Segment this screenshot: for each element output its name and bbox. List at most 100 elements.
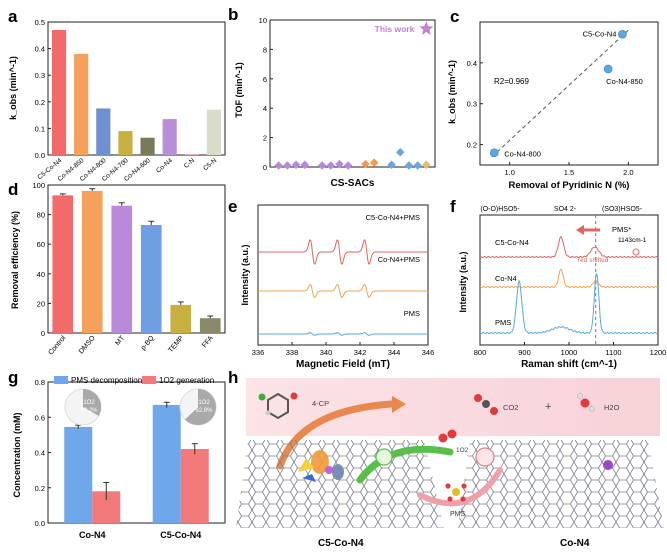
happy-face-icon — [375, 448, 393, 466]
panel-b-annotation: This work — [375, 24, 415, 34]
y-tick-label: 6 — [263, 75, 267, 84]
panel-b-point — [283, 161, 292, 170]
panel-b-point — [274, 161, 283, 170]
y-tick-label: 0.4 — [35, 45, 45, 54]
panel-h-schematic: 4-CP CO2 + H2O — [236, 378, 664, 549]
active-site-right — [603, 460, 613, 470]
y-tick-label: 0 — [263, 163, 267, 172]
panel-f-series-label: PMS — [495, 318, 511, 327]
panel-letter-h: h — [228, 368, 238, 387]
4cp-molecule — [258, 392, 298, 420]
panel-b-point — [422, 160, 431, 170]
panel-b-point — [361, 159, 370, 169]
h2o-molecule — [577, 393, 595, 412]
panel-g-x-tick-label: C5-Co-N4 — [160, 530, 201, 540]
panel-d-bar-chart: 0 20 40 60 80 100 Removal efficiency (%) Contro… — [10, 181, 226, 357]
panel-g-bar — [152, 404, 181, 523]
panel-a-bar-chart: 0.00.10.20.30.40.5k_obs (min^-1)C5-Co-N4… — [8, 18, 226, 183]
panel-d-x-tick-label: p-BQ — [140, 334, 156, 351]
panel-b-point — [317, 161, 327, 170]
panel-g-bar-chart: 0.0 0.2 0.4 0.6 0.8 Concentration (mM) PMS dec… — [12, 376, 226, 540]
panel-f-series-line — [479, 268, 659, 289]
y-tick-label: 0.4 — [467, 59, 477, 68]
y-tick-label: 80 — [37, 211, 45, 220]
panel-b-highlight-star — [419, 21, 434, 35]
panel-c-x-label: Removal of Pyridinic N (%) — [509, 180, 630, 191]
left-graphene-sheet — [236, 440, 444, 528]
y-tick-label: 20 — [37, 299, 45, 308]
y-tick-label: 60 — [37, 240, 45, 249]
panel-e-series-label: PMS — [404, 309, 420, 318]
panel-c-y-label: k_obs (min^-1) — [447, 60, 457, 124]
panel-e-series-label: Co-N4+PMS — [378, 255, 420, 264]
label-4cp: 4-CP — [312, 399, 329, 408]
x-tick-label: 340 — [320, 348, 333, 357]
x-tick-label: 800 — [474, 348, 487, 357]
panel-d-x-tick-label: Control — [47, 334, 67, 356]
co2-molecule — [474, 394, 498, 415]
panel-e-y-label: Intensity (a.u.) — [240, 244, 250, 305]
pms-arrow — [417, 467, 503, 507]
y-tick-label: 2 — [263, 134, 267, 143]
panel-d-bar — [199, 318, 221, 333]
panel-a-bar — [162, 119, 177, 155]
panel-f-x-label: Raman shift (cm^-1) — [521, 359, 617, 370]
panel-letter-a: a — [8, 7, 18, 26]
panel-f-raman-chart: 800 900 1000 1100 1200 Intensity (a.u.) Raman … — [458, 206, 666, 370]
panel-c-scatter-chart: 0.2 0.3 0.4 1.0 1.5 2.0 k_obs (min^-1) Removal … — [447, 21, 659, 191]
y-tick-label: 0.8 — [35, 378, 45, 387]
panel-d-y-label: Removal efficiency (%) — [10, 211, 20, 309]
label-plus: + — [545, 401, 551, 413]
panel-d-bar — [170, 304, 192, 333]
y-tick-label: 0.4 — [35, 449, 45, 458]
panel-g-pie-value: 62.8% — [195, 408, 213, 414]
panel-c-point-label: C5-Co-N4 — [583, 29, 617, 38]
panel-f-peak-marker — [632, 248, 640, 256]
panel-b-point — [404, 161, 414, 170]
panel-c-r2-label: R2=0.969 — [494, 77, 529, 86]
panel-c-point — [603, 64, 613, 74]
x-tick-label: 338 — [286, 348, 299, 357]
panel-f-pms-peak-label: 1143cm-1 — [618, 237, 647, 244]
panel-e-x-label: Magnetic Field (mT) — [296, 359, 390, 370]
y-tick-label: 0.3 — [467, 100, 477, 109]
panel-g-x-tick-label: Co-N4 — [79, 530, 106, 540]
panel-g-bar — [180, 448, 209, 523]
pms-molecule — [445, 483, 467, 502]
singlet-oxygen-molecule — [438, 429, 457, 443]
panel-d-bar — [52, 195, 74, 333]
panel-g-y-label: Concentration (mM) — [12, 413, 22, 498]
x-tick-label: 1200 — [650, 348, 667, 357]
panel-g-legend-swatch — [142, 376, 156, 384]
x-tick-label: 2.0 — [623, 168, 633, 177]
panel-b-point — [300, 160, 309, 170]
label-co2: CO2 — [503, 403, 518, 412]
panel-letter-d: d — [8, 180, 18, 199]
panel-e-series-line — [258, 239, 428, 265]
sad-face-icon — [475, 447, 495, 467]
panel-a-bar — [51, 29, 67, 156]
y-tick-label: 0.6 — [35, 413, 45, 422]
panel-letter-f: f — [450, 197, 456, 216]
panel-d-x-tick-label: TEMP — [167, 335, 185, 355]
panel-f-pms-label: PMS* — [612, 225, 631, 234]
panel-b-point — [396, 148, 405, 157]
y-tick-label: 4 — [263, 104, 267, 113]
panel-c-point-label: Co-N4-850 — [606, 77, 643, 86]
x-tick-label: 344 — [388, 348, 401, 357]
panel-b-x-label: CS-SACs — [331, 178, 375, 189]
panel-letter-b: b — [228, 5, 238, 24]
panel-b-scatter-chart: 0 2 4 6 8 10 TOF (min^-1) CS-SACs This work — [234, 16, 436, 189]
x-tick-label: 346 — [422, 348, 435, 357]
oxidation-arrowhead — [392, 396, 406, 413]
panel-g-legend-label: 1O2 generation — [159, 376, 214, 385]
panel-g-bar — [64, 426, 93, 523]
label-singlet-oxygen: 1O2 — [456, 447, 469, 454]
panel-a-bar — [140, 137, 155, 155]
panel-b-point — [387, 160, 396, 170]
panel-a-bar — [118, 131, 133, 155]
panel-f-shift-arrowhead — [576, 225, 584, 235]
x-tick-label: 1100 — [605, 348, 621, 357]
panel-f-series-label: Co-N4 — [495, 274, 517, 283]
